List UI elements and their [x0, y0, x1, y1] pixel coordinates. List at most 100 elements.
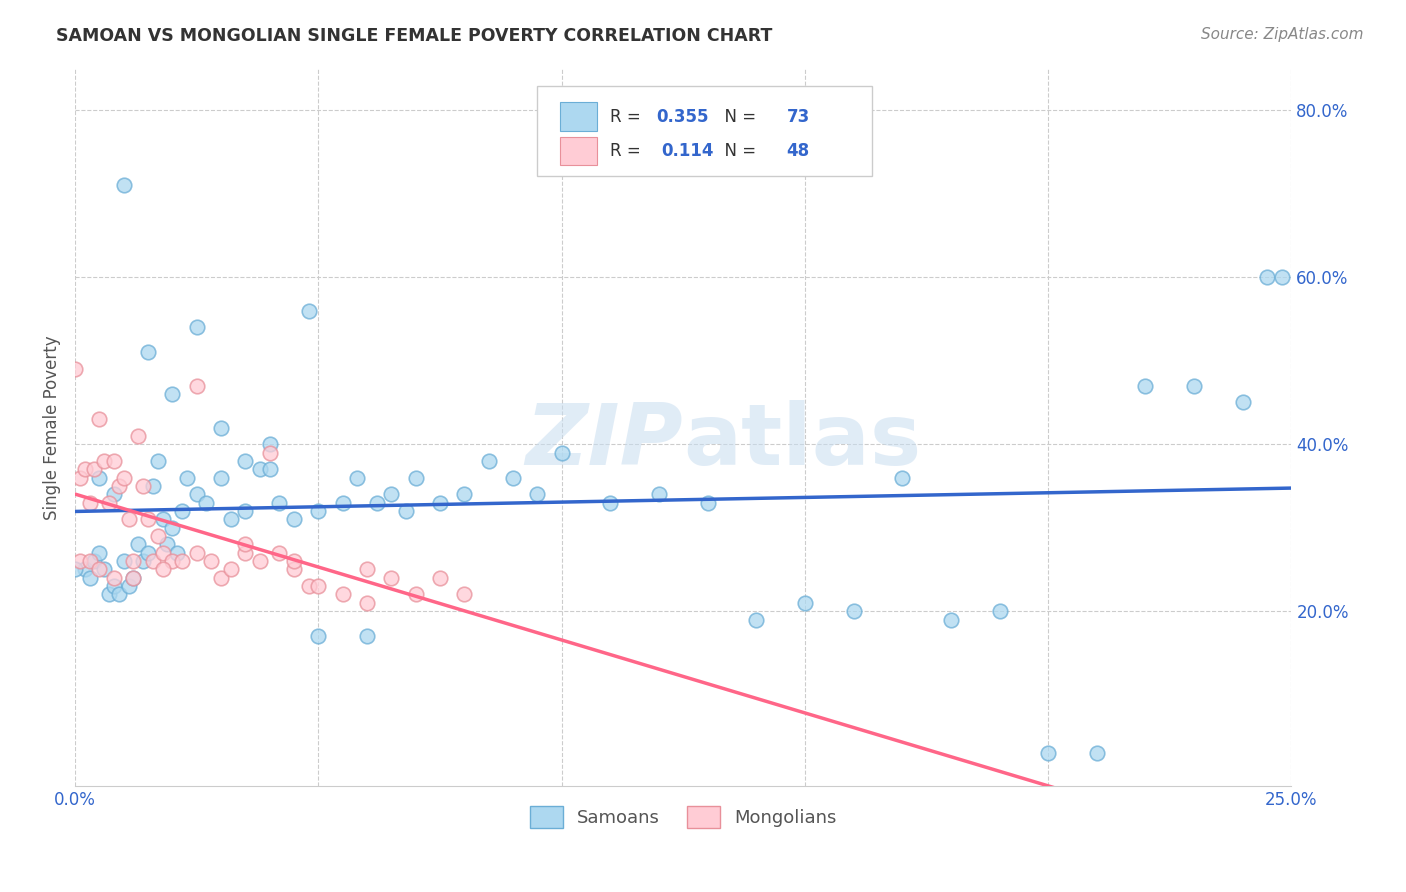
Point	[1036, 746, 1059, 760]
Point	[502, 470, 524, 484]
Point	[152, 546, 174, 560]
Point	[79, 571, 101, 585]
Point	[136, 345, 159, 359]
Point	[380, 487, 402, 501]
Point	[405, 470, 427, 484]
Text: ZIP: ZIP	[526, 401, 683, 483]
Point	[332, 587, 354, 601]
Point	[429, 571, 451, 585]
FancyBboxPatch shape	[561, 136, 598, 165]
Point	[69, 554, 91, 568]
Point	[132, 479, 155, 493]
Point	[107, 587, 129, 601]
Point	[89, 412, 111, 426]
Point	[249, 462, 271, 476]
Point	[297, 303, 319, 318]
Text: N =: N =	[714, 142, 761, 160]
Point	[73, 562, 96, 576]
Point	[69, 470, 91, 484]
Text: 0.114: 0.114	[661, 142, 714, 160]
Point	[83, 462, 105, 476]
Text: 73: 73	[786, 108, 810, 126]
Point	[103, 571, 125, 585]
Point	[526, 487, 548, 501]
Point	[380, 571, 402, 585]
Point	[307, 504, 329, 518]
Point	[550, 445, 572, 459]
Point	[696, 495, 718, 509]
Point	[83, 554, 105, 568]
Point	[132, 554, 155, 568]
Point	[112, 470, 135, 484]
Point	[1271, 270, 1294, 285]
Point	[195, 495, 218, 509]
Point	[453, 487, 475, 501]
Point	[170, 504, 193, 518]
Point	[209, 420, 232, 434]
Point	[127, 537, 149, 551]
Point	[1232, 395, 1254, 409]
Text: N =: N =	[714, 108, 761, 126]
Point	[89, 546, 111, 560]
Point	[1182, 378, 1205, 392]
Point	[478, 454, 501, 468]
Point	[122, 571, 145, 585]
Point	[93, 562, 115, 576]
Point	[429, 495, 451, 509]
Point	[142, 554, 165, 568]
Point	[162, 387, 184, 401]
Point	[186, 378, 208, 392]
Point	[269, 546, 291, 560]
Text: R =: R =	[610, 108, 647, 126]
Point	[146, 454, 169, 468]
Point	[269, 495, 291, 509]
Point	[988, 604, 1011, 618]
Point	[63, 362, 86, 376]
Point	[112, 178, 135, 193]
Point	[127, 429, 149, 443]
Point	[117, 512, 139, 526]
Point	[745, 613, 768, 627]
Point	[89, 470, 111, 484]
Text: R =: R =	[610, 142, 651, 160]
Point	[136, 546, 159, 560]
Point	[186, 546, 208, 560]
Point	[233, 546, 256, 560]
Point	[599, 495, 621, 509]
Point	[233, 537, 256, 551]
Point	[259, 462, 281, 476]
Point	[356, 562, 378, 576]
Point	[1135, 378, 1157, 392]
Point	[162, 554, 184, 568]
Point	[453, 587, 475, 601]
Point	[152, 562, 174, 576]
Point	[307, 579, 329, 593]
Point	[166, 546, 188, 560]
Point	[793, 596, 815, 610]
Point	[93, 454, 115, 468]
Point	[842, 604, 865, 618]
Point	[103, 487, 125, 501]
Point	[648, 487, 671, 501]
Text: Source: ZipAtlas.com: Source: ZipAtlas.com	[1201, 27, 1364, 42]
Point	[162, 521, 184, 535]
Point	[249, 554, 271, 568]
Y-axis label: Single Female Poverty: Single Female Poverty	[44, 335, 60, 520]
Point	[89, 562, 111, 576]
Point	[98, 587, 121, 601]
Point	[186, 487, 208, 501]
Text: 48: 48	[786, 142, 810, 160]
Point	[176, 470, 198, 484]
Point	[233, 504, 256, 518]
Point	[356, 629, 378, 643]
Point	[259, 445, 281, 459]
Point	[103, 579, 125, 593]
Point	[259, 437, 281, 451]
Point	[219, 512, 242, 526]
Point	[219, 562, 242, 576]
Point	[156, 537, 179, 551]
Point	[283, 562, 305, 576]
Text: SAMOAN VS MONGOLIAN SINGLE FEMALE POVERTY CORRELATION CHART: SAMOAN VS MONGOLIAN SINGLE FEMALE POVERT…	[56, 27, 773, 45]
Point	[170, 554, 193, 568]
Point	[297, 579, 319, 593]
